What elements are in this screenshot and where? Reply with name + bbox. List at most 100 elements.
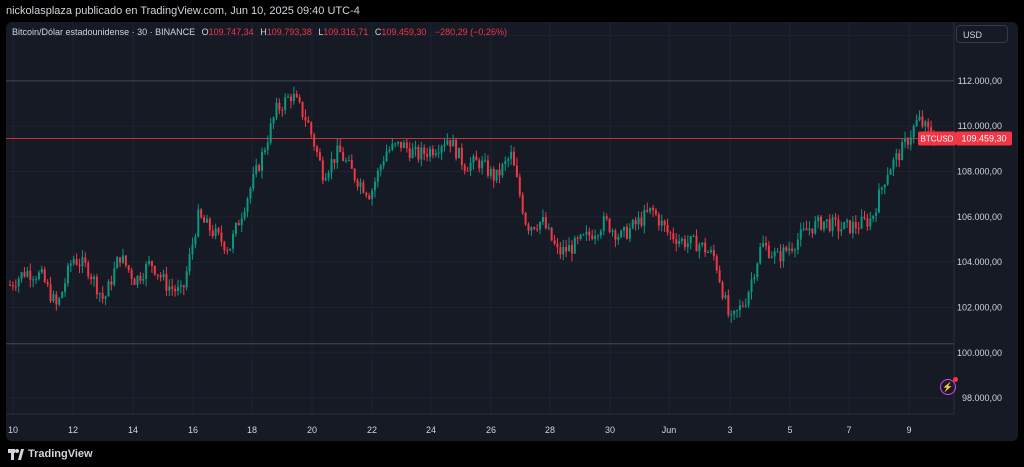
candle-body [17,278,20,287]
candle-body [576,237,579,239]
tradingview-brand[interactable]: TradingView [8,448,93,460]
candle-body [339,145,342,153]
candle-body [466,170,469,172]
candle-body [886,174,889,185]
candle-body [429,148,431,157]
candle-body [814,221,817,234]
candle-body [402,142,405,149]
tradingview-logo-icon [8,448,24,460]
close-value: 109.459,30 [381,27,427,37]
candle-body [203,217,206,223]
candle-body [901,142,904,161]
candle-body [324,178,327,181]
candle-body [368,195,371,200]
candle-body [605,216,608,219]
candle-body [345,160,347,162]
price-tag-symbol-box [918,131,956,146]
candle-body [350,159,353,169]
candle-body [527,224,530,231]
candle-body [81,257,84,267]
change-value: −280,29 (−0,26%) [434,27,507,37]
candle-body [287,96,290,98]
candle-body [805,228,808,231]
candle-body [753,277,756,280]
candle-body [692,235,695,237]
candle-body [675,239,678,244]
candle-body [898,153,901,161]
candle-body [594,235,597,240]
candle-body [431,148,434,156]
high-label: H [260,27,267,37]
candle-body [150,260,153,266]
candle-body [857,228,860,230]
candle-body [573,237,576,254]
candle-body [75,259,78,265]
candle-body [373,181,376,191]
candle-body [489,168,492,176]
candle-body [817,216,820,222]
candle-body [240,218,243,226]
candle-body [90,276,93,280]
candle-body [318,152,321,161]
candle-body [570,245,573,254]
candle-body [249,188,252,199]
candle-body [194,236,197,245]
candle-body [165,273,168,291]
candle-body [55,294,58,305]
candle-body [904,138,907,143]
x-tick-label: 5 [787,425,792,435]
candle-body [411,149,414,158]
candle-body [269,123,272,143]
candle-body [539,221,542,230]
candle-body [579,234,582,239]
candle-body [637,217,640,225]
candle-body [452,139,455,147]
candle-body [284,97,287,111]
candle-body [119,257,122,263]
candle-body [292,93,295,102]
ohlc-legend: Bitcoin/Dólar estadounidense · 30 · BINA… [12,27,507,37]
candle-body [214,228,217,237]
candle-body [501,164,504,176]
lightning-icon[interactable]: ⚡ [940,377,958,395]
candle-body [275,102,278,118]
candle-body [712,250,715,257]
candle-body [266,142,269,151]
candle-body [168,286,171,291]
price-chart[interactable]: 98.000,00 100.000,00 102.000,00 104.000,00 1… [6,22,1018,441]
candle-body [84,257,87,263]
candle-body [927,121,930,128]
candle-body [498,169,501,176]
candle-body [481,160,484,169]
candle-body [139,275,142,281]
candle-body [321,160,324,181]
candle-body [759,246,762,264]
candle-body [895,153,898,160]
candle-body [69,263,72,266]
candle-body [854,222,857,229]
candle-body [463,165,466,171]
currency-button[interactable]: USD [956,25,1008,43]
candle-body [672,233,675,240]
candle-body [220,232,223,242]
candle-body [298,97,301,102]
candle-body [611,230,614,232]
candle-body [678,240,681,244]
candle-body [46,281,49,285]
x-tick-label: 30 [605,425,615,435]
candle-body [43,269,46,282]
candle-body [791,248,794,251]
candle-body [649,207,652,212]
candle-body [304,117,307,121]
candle-body [510,151,513,159]
candle-body [513,151,515,166]
candle-body [405,142,408,149]
candle-body [365,192,368,196]
candle-body [724,295,727,298]
candle-body [822,221,825,230]
candle-body [912,126,915,138]
candle-body [550,227,553,241]
candle-body [834,217,837,220]
candle-body [875,212,878,216]
chart-panel[interactable]: 98.000,00 100.000,00 102.000,00 104.000,00 1… [6,22,1018,441]
